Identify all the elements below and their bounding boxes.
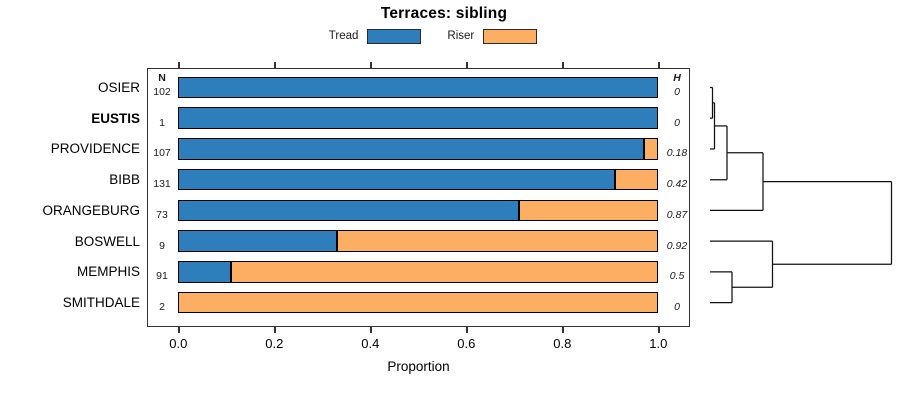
riser-swatch-icon — [483, 28, 538, 44]
h-value: 0 — [674, 301, 680, 314]
bar-segment-riser — [519, 199, 659, 222]
n-value: 107 — [153, 147, 171, 160]
row-label: BOSWELL — [74, 233, 140, 249]
chart-title: Terraces: sibling — [380, 5, 508, 22]
x-tick-label: 0.6 — [457, 336, 476, 351]
x-tick-bottom — [370, 327, 372, 333]
x-tick-label: 1.0 — [649, 336, 668, 351]
bar-segment-riser — [615, 168, 659, 191]
bar-segment-tread — [178, 168, 616, 191]
x-tick-bottom — [466, 327, 468, 333]
x-tick-bottom — [274, 327, 276, 333]
h-value: 0.5 — [669, 270, 685, 283]
row-label: OSIER — [97, 80, 140, 95]
bar-segment-riser — [336, 230, 659, 252]
h-value: 0.92 — [666, 239, 688, 252]
row-label: ORANGEBURG — [42, 202, 140, 218]
bar-segment-tread — [178, 138, 644, 160]
n-value: 73 — [156, 208, 168, 221]
x-tick-top — [178, 61, 180, 68]
x-tick-top — [370, 61, 372, 68]
row-label: MEMPHIS — [76, 264, 140, 280]
bar-segment-tread — [178, 261, 232, 283]
x-tick-bottom — [658, 327, 660, 333]
h-value: 0.42 — [666, 178, 688, 191]
row-label: BIBB — [109, 172, 140, 188]
x-tick-bottom — [178, 327, 180, 333]
h-value: 0 — [674, 116, 680, 129]
h-value: 0.18 — [666, 147, 688, 160]
x-tick-top — [562, 61, 564, 68]
bar-row — [178, 76, 659, 99]
row-label: EUSTIS — [91, 110, 140, 126]
bar-row — [178, 261, 659, 283]
bar-segment-riser — [231, 261, 659, 283]
bar-segment-tread — [178, 107, 659, 130]
bar-row — [178, 138, 659, 160]
bar-segment-tread — [178, 230, 337, 252]
legend-item-riser: Riser — [447, 28, 538, 44]
bar-row — [178, 230, 659, 252]
n-value: 102 — [153, 86, 171, 98]
n-value: 9 — [159, 239, 165, 252]
x-tick-label: 0.0 — [169, 336, 188, 351]
bar-segment-riser — [643, 138, 659, 160]
x-tick-top — [466, 61, 468, 68]
n-value: 91 — [156, 270, 168, 283]
n-value: 1 — [159, 116, 165, 129]
x-tick-top — [274, 61, 276, 68]
bar-segment-tread — [178, 76, 659, 99]
n-value: 2 — [159, 301, 165, 314]
legend: Tread Riser — [0, 27, 866, 45]
row-label: PROVIDENCE — [50, 141, 140, 157]
tread-swatch-icon — [367, 28, 422, 44]
legend-label-tread: Tread — [328, 30, 359, 42]
h-value: 0 — [674, 86, 680, 98]
x-tick-label: 0.8 — [553, 336, 572, 351]
bar-row — [178, 168, 659, 191]
bar-segment-tread — [178, 199, 520, 222]
legend-label-riser: Riser — [447, 30, 475, 42]
n-value: 131 — [153, 178, 171, 191]
bar-row — [178, 199, 659, 222]
x-tick-bottom — [562, 327, 564, 333]
h-value: 0.87 — [666, 208, 688, 221]
legend-item-tread: Tread — [328, 28, 422, 44]
bar-row — [178, 291, 659, 314]
plot-area — [147, 67, 690, 327]
h-column-header: H — [673, 72, 681, 84]
bar-row — [178, 107, 659, 130]
x-tick-top — [658, 61, 660, 68]
n-column-header: N — [158, 72, 166, 84]
x-tick-label: 0.4 — [361, 336, 380, 351]
x-tick-label: 0.2 — [265, 336, 284, 351]
row-label: SMITHDALE — [62, 295, 140, 311]
x-axis-label: Proportion — [387, 359, 450, 374]
bar-segment-riser — [178, 291, 659, 314]
